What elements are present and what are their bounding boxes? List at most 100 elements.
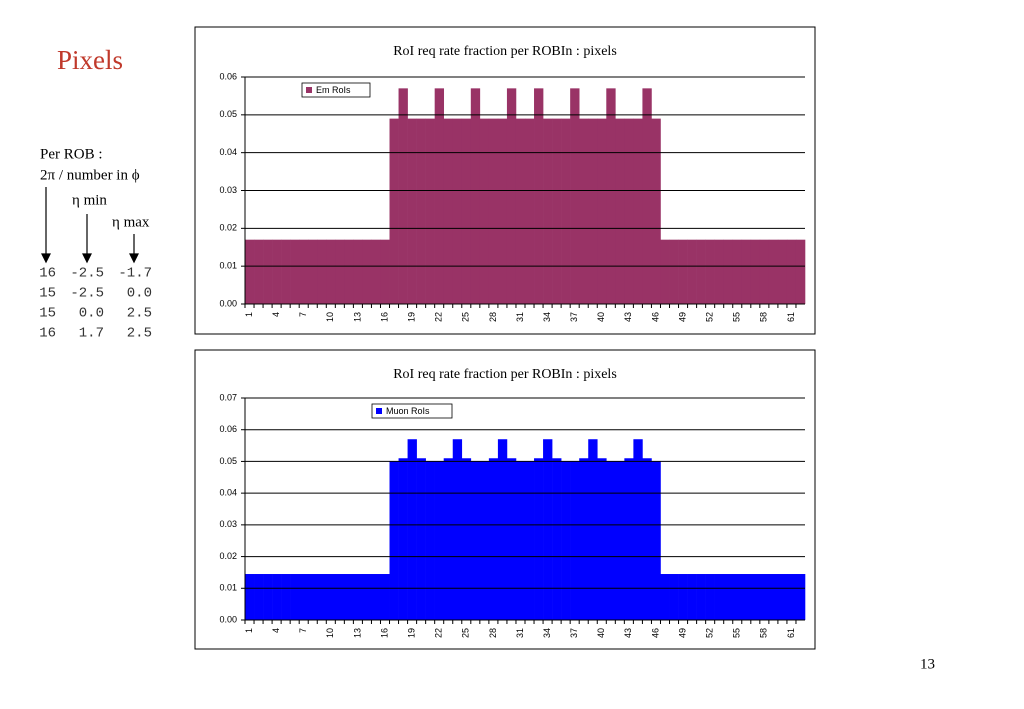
slide-title: Pixels	[57, 45, 123, 75]
chart: RoI req rate fraction per ROBIn : pixels…	[194, 349, 816, 650]
bar	[272, 574, 282, 620]
bar	[534, 458, 544, 620]
x-tick-label: 58	[759, 628, 769, 638]
bar	[290, 239, 300, 304]
bar	[606, 461, 616, 620]
bar	[362, 239, 372, 304]
bar	[281, 574, 291, 620]
bar	[588, 118, 598, 304]
bar	[669, 239, 679, 304]
bar	[579, 458, 589, 620]
bar	[768, 574, 779, 620]
bar	[353, 574, 363, 620]
y-tick-label: 0.04	[219, 147, 237, 157]
table-cell: -1.7	[118, 266, 152, 282]
bar	[714, 574, 725, 620]
bar	[651, 118, 661, 304]
bar	[407, 118, 417, 304]
bar	[335, 574, 345, 620]
bar	[389, 118, 399, 304]
bar	[723, 239, 734, 304]
table-cell: 15	[39, 306, 56, 322]
x-tick-label: 16	[379, 312, 389, 322]
x-tick-label: 13	[352, 312, 362, 322]
bar	[344, 239, 354, 304]
bar	[570, 88, 580, 304]
x-tick-label: 10	[325, 312, 335, 322]
x-tick-label: 52	[705, 628, 715, 638]
bar	[272, 239, 282, 304]
bar	[479, 461, 490, 620]
bar	[317, 239, 327, 304]
x-tick-label: 22	[434, 312, 444, 322]
bar	[786, 574, 797, 620]
table-cell: 0.0	[79, 306, 104, 322]
bar	[660, 239, 670, 304]
bar	[624, 458, 634, 620]
bar	[786, 239, 797, 304]
bar	[497, 118, 508, 304]
table-cell: 1.7	[79, 326, 104, 342]
page-number: 13	[920, 656, 935, 672]
bar	[615, 118, 625, 304]
table-cell: 16	[39, 266, 56, 282]
bar	[263, 239, 273, 304]
bar	[534, 88, 544, 304]
x-tick-label: 19	[406, 628, 416, 638]
bar	[515, 118, 526, 304]
bar	[398, 88, 408, 304]
bar	[732, 574, 743, 620]
x-tick-label: 22	[434, 628, 444, 638]
bar	[263, 574, 273, 620]
x-tick-label: 61	[786, 312, 796, 322]
bar	[488, 458, 499, 620]
bar	[299, 239, 309, 304]
y-tick-label: 0.05	[219, 109, 237, 119]
table-cell: 15	[39, 286, 56, 302]
bar	[750, 574, 761, 620]
x-tick-label: 40	[596, 628, 606, 638]
legend-label: Muon RoIs	[386, 406, 430, 416]
bar	[741, 239, 752, 304]
bar	[497, 439, 508, 620]
x-tick-label: 34	[542, 312, 552, 322]
bar	[705, 574, 715, 620]
y-tick-label: 0.06	[219, 424, 237, 434]
bar	[543, 439, 553, 620]
y-tick-label: 0.05	[219, 456, 237, 466]
x-tick-label: 19	[406, 312, 416, 322]
bar	[543, 118, 553, 304]
x-tick-label: 7	[298, 312, 308, 317]
bar	[795, 239, 806, 304]
bar	[515, 461, 526, 620]
bar	[561, 461, 571, 620]
bar	[768, 239, 779, 304]
y-tick-label: 0.02	[219, 223, 237, 233]
bar	[344, 574, 354, 620]
bar	[687, 574, 697, 620]
table-cell: 2.5	[127, 306, 152, 322]
label: 2π / number in ϕ	[40, 167, 140, 183]
bar	[479, 118, 490, 304]
x-tick-label: 7	[298, 628, 308, 633]
x-tick-label: 34	[542, 628, 552, 638]
bar	[678, 574, 688, 620]
x-tick-label: 31	[515, 312, 525, 322]
bar	[461, 458, 472, 620]
bar	[398, 458, 408, 620]
x-tick-label: 1	[244, 628, 254, 633]
bar	[434, 88, 445, 304]
legend-swatch	[306, 87, 312, 93]
bar	[525, 118, 535, 304]
bar	[353, 239, 363, 304]
label: η min	[72, 192, 107, 208]
table-cell: 16	[39, 326, 56, 342]
bar	[290, 574, 300, 620]
bar	[254, 239, 264, 304]
bar	[525, 461, 535, 620]
x-tick-label: 1	[244, 312, 254, 317]
bar	[452, 118, 463, 304]
bar	[461, 118, 472, 304]
y-tick-label: 0.01	[219, 261, 237, 271]
y-tick-label: 0.01	[219, 583, 237, 593]
